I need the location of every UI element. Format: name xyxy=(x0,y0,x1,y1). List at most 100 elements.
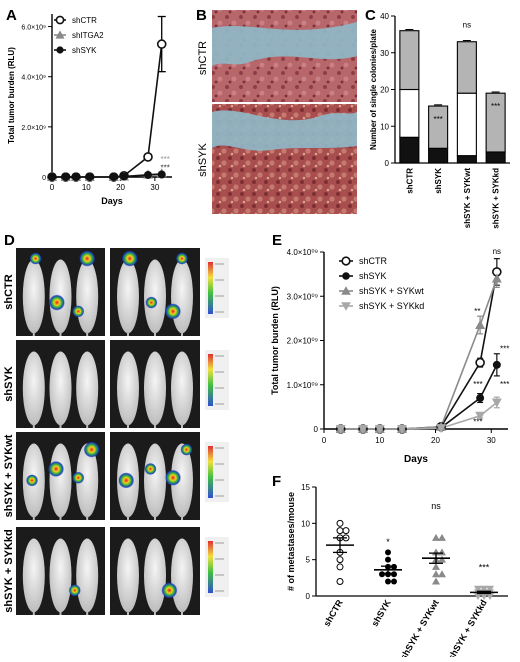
mouse-silhouette xyxy=(49,538,72,613)
c-bar-segment xyxy=(428,105,449,149)
f-category-label: shSYK + SYKwt xyxy=(398,598,441,657)
a-data-point xyxy=(120,172,128,181)
f-y-tick-label: 10 xyxy=(301,519,310,528)
f-y-tick-label: 15 xyxy=(301,483,310,492)
mouse-silhouette xyxy=(171,351,193,426)
e-data-point xyxy=(397,425,408,434)
mouse-silhouette xyxy=(49,351,72,426)
luminescence-spot xyxy=(29,252,42,265)
imaging-row-label: shSYK + SYKkd xyxy=(3,529,15,612)
f-data-point xyxy=(480,593,488,600)
a-data-point xyxy=(72,173,80,181)
histology-label-shsyk: shSYK xyxy=(197,143,209,177)
f-data-point xyxy=(432,533,440,541)
c-category-label: shSYK xyxy=(434,168,443,194)
mouse-silhouette xyxy=(171,259,193,334)
e-legend-label: shSYK + SYKwt xyxy=(359,286,424,296)
e-y-tick-label: 0 xyxy=(314,425,319,434)
luminescence-spot xyxy=(79,250,96,267)
f-category-label: shSYK xyxy=(370,598,393,629)
e-y-tick-label: 3.0×10⁰⁹ xyxy=(287,292,318,301)
c-bar-segment xyxy=(456,41,477,94)
mouse-silhouette xyxy=(171,443,193,518)
histology-label-shctr: shCTR xyxy=(197,41,209,75)
e-data-point xyxy=(491,398,502,408)
e-data-point xyxy=(492,360,501,369)
c-significance: ns xyxy=(463,21,471,30)
c-bar-segment xyxy=(399,136,420,164)
c-bar-segment xyxy=(456,155,477,164)
a-x-tick-label: 0 xyxy=(50,183,55,192)
a-data-point xyxy=(157,170,166,179)
e-legend-label: shSYK + SYKkd xyxy=(359,301,424,311)
a-data-point xyxy=(144,170,152,179)
f-data-point xyxy=(486,593,494,600)
f-data-point xyxy=(385,571,391,578)
f-data-point xyxy=(438,533,446,541)
e-significance: *** xyxy=(500,345,509,354)
e-legend-marker xyxy=(342,272,350,280)
imaging-row-label: shSYK xyxy=(3,366,15,402)
c-category-label: shCTR xyxy=(405,168,414,194)
mouse-silhouette xyxy=(76,443,99,518)
c-bar-segment xyxy=(456,92,477,157)
f-data-point xyxy=(391,563,397,570)
e-significance: *** xyxy=(473,380,482,389)
a-data-point xyxy=(156,39,167,49)
mouse-silhouette xyxy=(22,259,45,334)
e-legend-marker xyxy=(341,302,351,311)
luminescence-spot xyxy=(72,305,85,318)
e-x-tick-label: 20 xyxy=(431,436,440,445)
luminescence-spot xyxy=(176,252,188,265)
f-y-axis-label: # of metastases/mouse xyxy=(286,492,296,591)
mouse-silhouette xyxy=(49,443,72,518)
e-data-point xyxy=(335,425,346,434)
luminescence-spot xyxy=(161,582,178,599)
c-bar-segment xyxy=(399,88,420,138)
mouse-silhouette xyxy=(22,351,45,426)
luminescence-spot xyxy=(144,462,157,475)
panel-a-chart: 0 2.0×10⁹ 4.0×10⁹ 6.0×10⁹ 0 10 20 30 Days Total t… xyxy=(7,14,172,206)
f-significance: *** xyxy=(479,563,490,573)
c-category-label: shSYK + SYKwt xyxy=(463,168,472,229)
e-legend-label: shCTR xyxy=(359,256,388,266)
e-x-tick-label: 0 xyxy=(322,436,327,445)
a-x-tick-label: 20 xyxy=(116,183,125,192)
f-data-point xyxy=(486,585,494,593)
f-data-point xyxy=(336,577,344,585)
a-legend-label: shCTR xyxy=(72,16,97,25)
f-data-point xyxy=(432,570,440,578)
a-legend-marker xyxy=(56,46,64,54)
a-x-tick-label: 30 xyxy=(150,183,159,192)
c-y-tick-label: 20 xyxy=(380,86,389,95)
e-data-point xyxy=(475,411,486,421)
a-legend-marker xyxy=(55,30,65,39)
c-significance: *** xyxy=(491,102,500,111)
f-data-point xyxy=(432,577,440,585)
mouse-silhouette xyxy=(117,538,139,613)
panel-e-chart: 0 1.0×10⁰⁹ 2.0×10⁰⁹ 3.0×10⁰⁹ 4.0×10⁰⁹ 0 10 20 30… xyxy=(270,247,509,465)
panel-b-histology: shCTR shSYK xyxy=(197,10,357,214)
e-significance: *** xyxy=(473,418,482,427)
imaging-row-label: shSYK + SYKwt xyxy=(3,434,15,517)
e-legend-marker xyxy=(341,256,351,266)
f-data-point xyxy=(342,527,350,535)
f-category-label: shCTR xyxy=(322,598,345,629)
colorbar xyxy=(208,541,213,593)
colorbar xyxy=(208,354,213,406)
luminescence-spot xyxy=(118,472,135,489)
c-y-tick-label: 30 xyxy=(380,49,389,58)
f-data-point xyxy=(391,578,397,585)
e-significance: *** xyxy=(500,380,509,389)
f-category-label: shSYK + SYKkd xyxy=(446,598,489,657)
luminescence-spot xyxy=(165,303,181,320)
f-data-point xyxy=(385,578,391,585)
mouse-silhouette xyxy=(144,443,166,518)
histology-blue-band-shsyk xyxy=(212,110,357,151)
mouse-silhouette xyxy=(117,351,139,426)
a-significance: *** xyxy=(160,155,169,164)
luminescence-spot xyxy=(180,443,193,456)
c-category-label: shSYK + SYKkd xyxy=(492,168,501,229)
f-data-point xyxy=(336,556,344,564)
c-bar-segment xyxy=(428,147,449,164)
